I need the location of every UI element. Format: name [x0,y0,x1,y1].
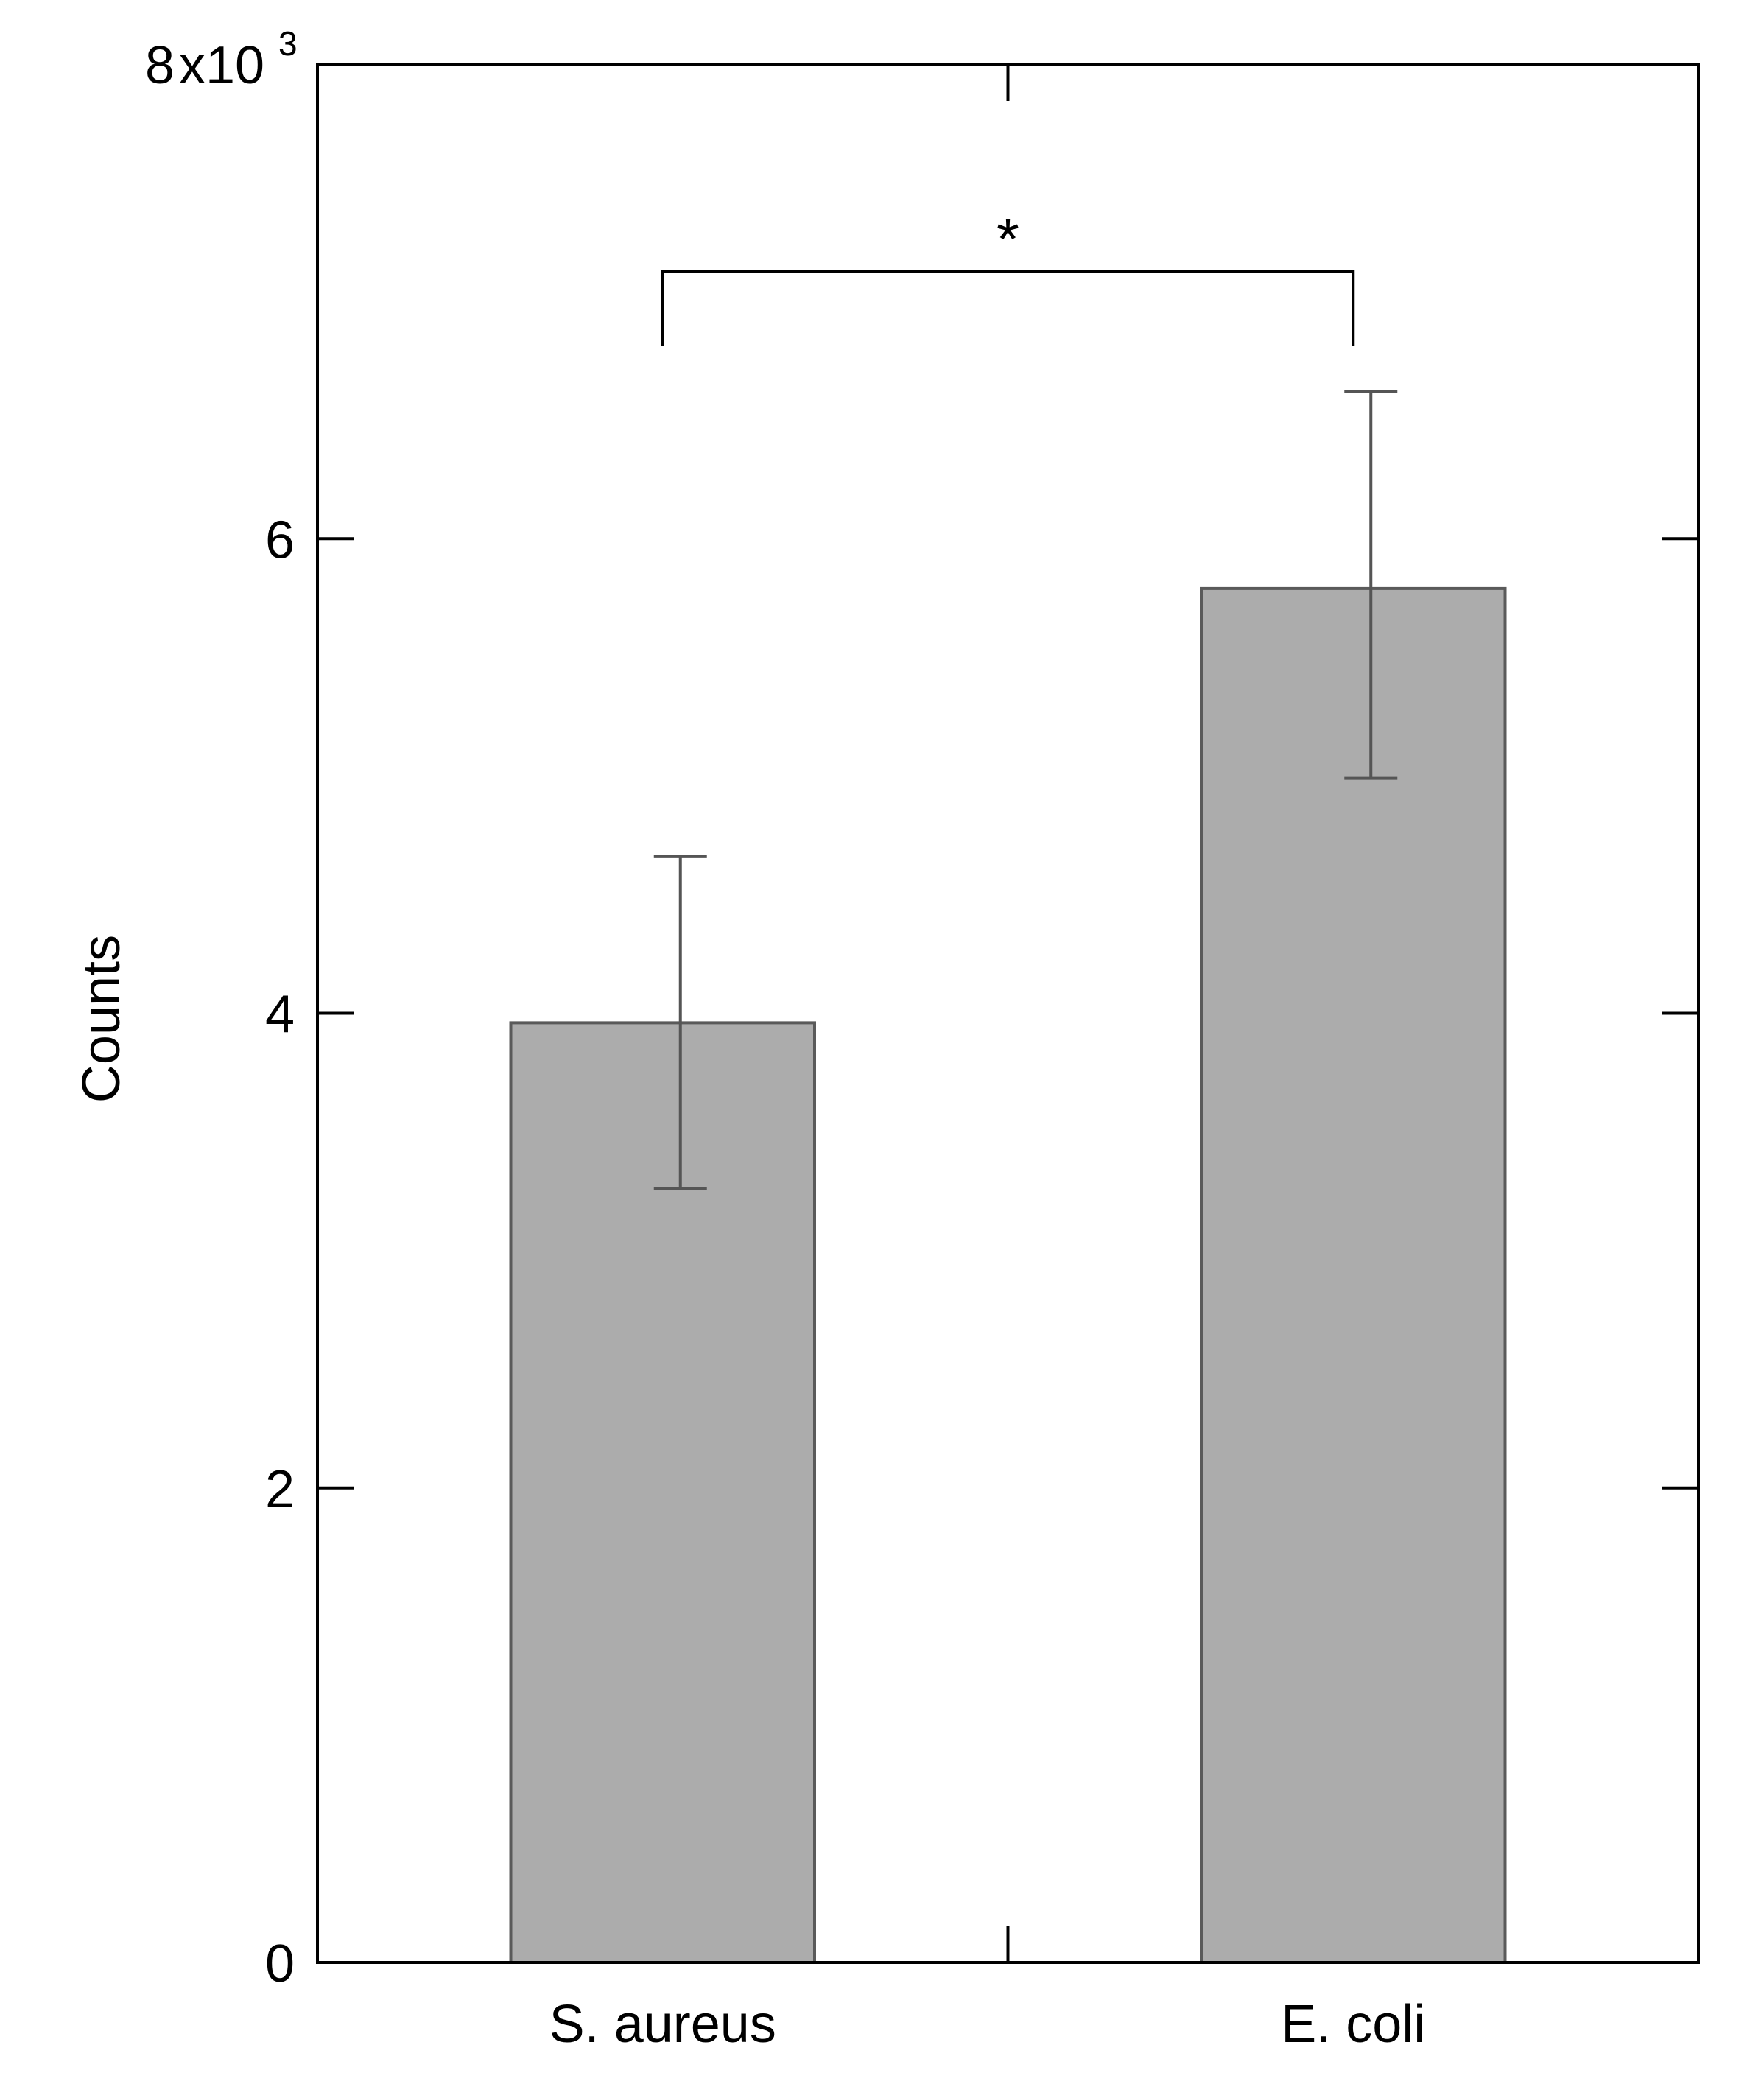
bars-layer [509,586,1507,1964]
bar-0 [509,1021,816,1964]
y-tick-label-0: 0 [265,1934,295,1993]
x-tick-label-1: E. coli [1281,1995,1425,2054]
y-exponent-label: x10 [179,36,264,95]
y-tick-label-3: 6 [265,511,295,569]
y-tick-label-2: 4 [265,986,295,1045]
y-tick-label-1: 2 [265,1460,295,1519]
y-exponent-power: 3 [278,24,298,63]
bar-1 [1200,586,1507,1964]
y-axis-label: Counts [72,935,131,1103]
x-tick-label-0: S. aureus [549,1995,776,2054]
significance-label: * [997,206,1019,272]
significance-bracket [661,270,1355,346]
significance-layer: * [661,206,1355,346]
y-tick-label-4: 8 [145,36,175,95]
ticks-layer: 0 2 4 6 8 x10 3 S. aureus E. coli [145,24,1698,2054]
error-bars-layer [653,390,1398,1190]
